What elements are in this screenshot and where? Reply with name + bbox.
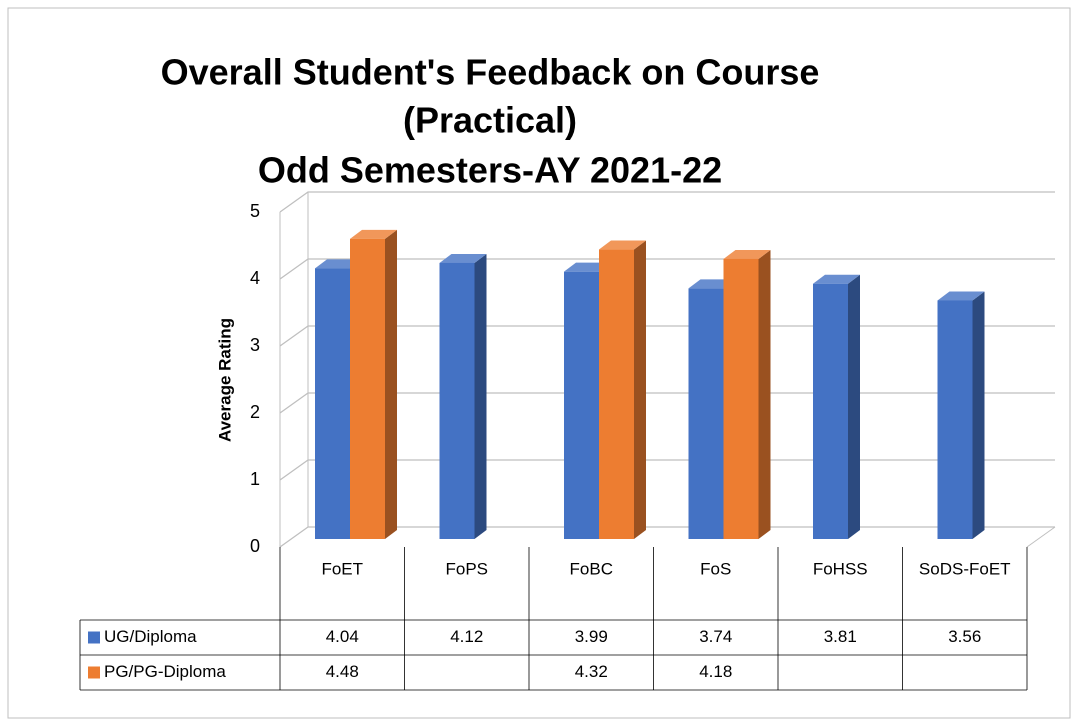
- grid-line: [279, 325, 1055, 347]
- value-label: 4.18: [699, 662, 732, 681]
- bar: [723, 258, 759, 539]
- value-label: 3.74: [699, 627, 732, 646]
- legend-label: UG/Diploma: [104, 627, 197, 646]
- x-tick-label: FoHSS: [813, 559, 868, 578]
- value-label: 4.12: [450, 627, 483, 646]
- y-tick-label: 5: [250, 201, 260, 221]
- bar: [350, 238, 385, 539]
- bar: [688, 288, 724, 539]
- x-tick-label: SoDS-FoET: [919, 559, 1011, 578]
- value-label: 4.48: [326, 662, 359, 681]
- grid-line: [279, 191, 1055, 213]
- bar-top: [350, 229, 397, 239]
- bar-top: [937, 291, 985, 301]
- grid-line: [279, 392, 1055, 414]
- chart-title: Odd Semesters-AY 2021-22: [258, 150, 722, 191]
- chart-title: (Practical): [403, 100, 577, 141]
- value-label: 4.32: [575, 662, 608, 681]
- legend-swatch: [88, 666, 100, 679]
- grid-line: [279, 526, 1055, 548]
- x-tick-label: FoS: [700, 559, 731, 578]
- bar-top: [439, 253, 487, 263]
- value-label: 3.81: [824, 627, 857, 646]
- value-label: 3.56: [948, 627, 981, 646]
- y-tick-label: 2: [250, 402, 260, 422]
- bar-side: [385, 229, 397, 539]
- bar: [599, 249, 634, 539]
- bar-side: [758, 249, 771, 539]
- bar: [315, 268, 350, 539]
- grid-line: [279, 258, 1055, 280]
- bar-side: [848, 274, 860, 539]
- y-tick-label: 0: [250, 536, 260, 556]
- bar: [439, 262, 475, 539]
- bar-side: [634, 240, 646, 539]
- bar-top: [723, 249, 771, 259]
- bar-top: [813, 274, 860, 284]
- legend-swatch: [88, 631, 100, 644]
- bar: [813, 283, 848, 539]
- bar-side: [474, 253, 487, 539]
- grid-line: [279, 459, 1055, 481]
- bar: [937, 300, 973, 539]
- y-axis-title: Average Rating: [215, 318, 234, 442]
- bar: [564, 271, 599, 539]
- legend-label: PG/PG-Diploma: [104, 662, 226, 681]
- chart-border: [7, 7, 1071, 719]
- y-tick-label: 1: [250, 469, 260, 489]
- floor-edge: [1026, 526, 1056, 548]
- x-tick-label: FoBC: [570, 559, 613, 578]
- bar-top: [599, 240, 646, 250]
- value-label: 3.99: [575, 627, 608, 646]
- y-tick-label: 3: [250, 335, 260, 355]
- x-tick-label: FoPS: [445, 559, 488, 578]
- x-tick-label: FoET: [321, 559, 363, 578]
- y-tick-label: 4: [250, 268, 260, 288]
- value-label: 4.04: [326, 627, 359, 646]
- bar-side: [972, 291, 985, 539]
- chart-title: Overall Student's Feedback on Course: [161, 52, 820, 93]
